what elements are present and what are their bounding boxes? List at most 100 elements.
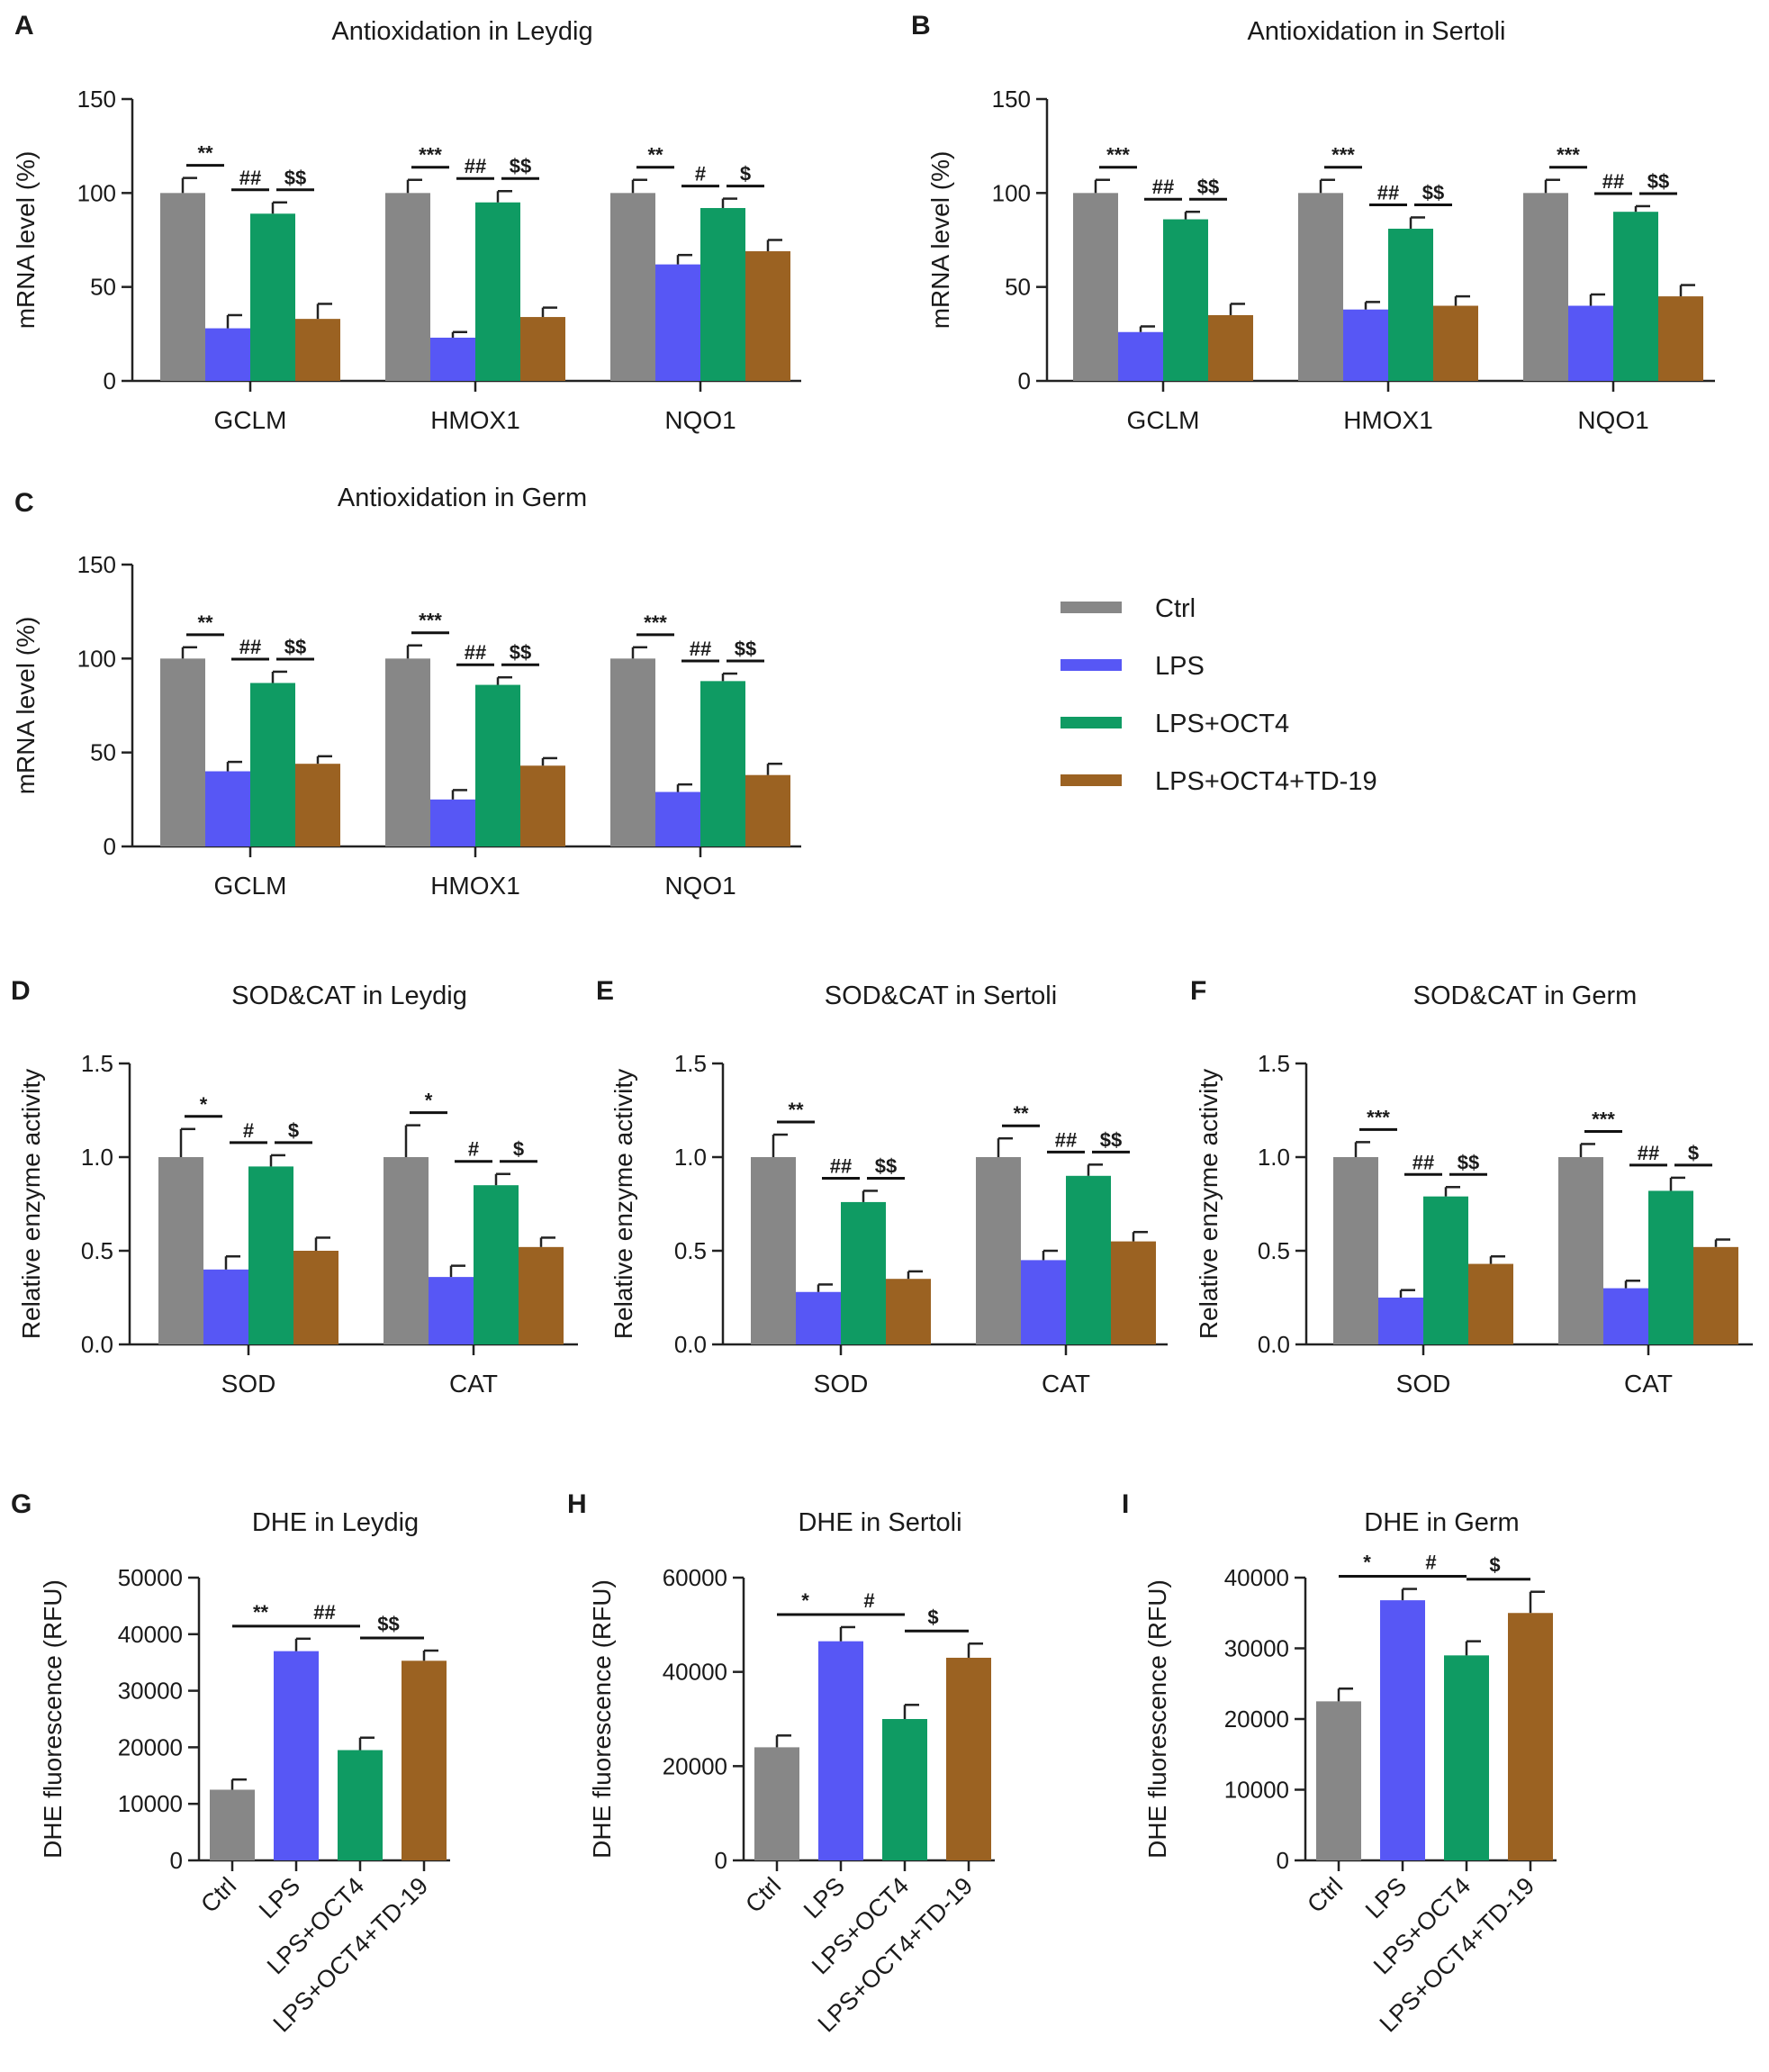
y-tick-label: 0	[715, 1847, 727, 1874]
bar-ctrl-hmox1	[385, 658, 430, 846]
y-tick-label: 0	[104, 833, 116, 860]
significance-mark: **	[647, 144, 663, 167]
bar-lps-gclm	[1118, 331, 1163, 381]
bar-lps	[818, 1641, 863, 1860]
y-tick-label: 60000	[663, 1564, 727, 1591]
bar-lps-hmox1	[430, 338, 475, 381]
panel-letter: G	[11, 1489, 32, 1519]
panel-g: G 0 10000 20000 30000 40000 50000 DHE fluoresce…	[11, 1489, 450, 2038]
significance-mark: ##	[465, 641, 486, 664]
bar-lps-nqo1	[655, 264, 700, 381]
y-tick-label: 1.0	[81, 1144, 113, 1171]
bar-td19-nqo1	[745, 251, 790, 381]
bar-lps-nqo1	[1568, 305, 1613, 381]
bar-oct4-gclm	[250, 683, 295, 846]
significance-mark: ***	[1367, 1106, 1390, 1128]
y-axis-label: mRNA level (%)	[926, 151, 954, 330]
x-tick-label: NQO1	[664, 406, 736, 434]
panel-letter: D	[11, 976, 31, 1006]
significance-mark: $	[1688, 1142, 1699, 1164]
significance-mark: **	[197, 611, 213, 634]
chart-title: DHE in Leydig	[252, 1508, 419, 1537]
panel-letter: H	[567, 1489, 587, 1519]
bar-lps-sod	[1378, 1298, 1423, 1344]
bar-ctrl-cat	[384, 1157, 429, 1344]
panel-letter: F	[1190, 976, 1206, 1006]
panel-i: I 0 10000 20000 30000 40000 DHE fluorescence (…	[1122, 1489, 1557, 2038]
significance-mark: $$	[377, 1613, 399, 1635]
significance-mark: ***	[419, 610, 442, 632]
panel-a: A 0 50 100 150 mRNA level (%) Antioxidation in…	[12, 11, 801, 434]
significance-mark: ***	[1106, 144, 1130, 167]
x-tick-label: LPS	[1360, 1872, 1412, 1923]
legend-label-td19: LPS+OCT4+TD-19	[1155, 767, 1377, 796]
bar-td19-gclm	[295, 764, 340, 846]
significance-mark: $	[740, 163, 751, 185]
y-tick-label: 40000	[118, 1621, 183, 1648]
bar-td19-cat	[1111, 1241, 1156, 1344]
bar-td19	[402, 1660, 447, 1860]
significance-mark: $$	[284, 167, 306, 189]
legend-label-oct4: LPS+OCT4	[1155, 710, 1289, 738]
significance-mark: ***	[1331, 144, 1355, 167]
bar-oct4	[882, 1719, 927, 1860]
y-axis-label: DHE fluorescence (RFU)	[39, 1579, 67, 1859]
significance-mark: *	[200, 1093, 208, 1116]
significance-mark: ##	[465, 155, 486, 177]
significance-mark: **	[197, 142, 213, 165]
significance-mark: ***	[1557, 144, 1580, 167]
y-axis-label: DHE fluorescence (RFU)	[588, 1579, 616, 1859]
x-tick-label: CAT	[1624, 1370, 1673, 1398]
chart-title: SOD&CAT in Germ	[1413, 982, 1638, 1010]
chart-title: Antioxidation in Germ	[338, 484, 587, 512]
panel-c: C 0 50 100 150 mRNA level (%) Antioxidation in…	[12, 484, 801, 900]
y-tick-label: 1.5	[1258, 1050, 1290, 1077]
bar-oct4-hmox1	[475, 202, 520, 381]
bar-td19-sod	[293, 1251, 338, 1344]
significance-mark: $$	[1422, 181, 1444, 204]
bar-oct4-nqo1	[1613, 212, 1658, 381]
significance-mark: #	[695, 163, 706, 185]
bar-td19-sod	[1468, 1263, 1513, 1344]
panel-letter: I	[1122, 1489, 1129, 1519]
bar-ctrl	[1316, 1701, 1361, 1860]
y-tick-label: 0.5	[674, 1237, 707, 1264]
y-tick-label: 0.0	[81, 1331, 113, 1358]
y-tick-label: 1.0	[674, 1144, 707, 1171]
significance-mark: ##	[239, 167, 261, 189]
bar-lps-hmox1	[430, 799, 475, 846]
significance-mark: **	[788, 1099, 804, 1121]
bar-td19-hmox1	[1433, 305, 1478, 381]
x-tick-label: CAT	[1042, 1370, 1090, 1398]
chart-title: Antioxidation in Sertoli	[1248, 17, 1506, 46]
y-tick-label: 100	[77, 645, 116, 672]
significance-mark: #	[863, 1589, 874, 1612]
bar-ctrl-cat	[976, 1157, 1021, 1344]
y-tick-label: 50	[90, 274, 116, 301]
significance-mark: $	[927, 1606, 938, 1628]
chart-title: Antioxidation in Leydig	[331, 17, 592, 46]
y-tick-label: 0.0	[1258, 1331, 1290, 1358]
bar-lps-cat	[429, 1277, 474, 1344]
x-tick-label: GCLM	[214, 406, 287, 434]
significance-mark: #	[1425, 1552, 1436, 1574]
bar-td19-gclm	[295, 319, 340, 381]
y-axis-label: Relative enzyme activity	[1195, 1069, 1223, 1339]
bar-ctrl-hmox1	[385, 193, 430, 381]
significance-mark: ***	[644, 611, 667, 634]
significance-mark: $	[288, 1119, 299, 1142]
bar-oct4-cat	[1648, 1190, 1693, 1344]
significance-mark: ##	[1412, 1151, 1434, 1173]
y-tick-label: 30000	[118, 1678, 183, 1705]
panel-d: D 0.0 0.5 1.0 1.5 Relative enzyme activity SOD…	[11, 976, 578, 1398]
bar-lps-sod	[796, 1291, 841, 1344]
significance-mark: **	[253, 1601, 269, 1624]
bar-ctrl-sod	[751, 1157, 796, 1344]
bar-ctrl-nqo1	[610, 193, 655, 381]
y-tick-label: 1.5	[674, 1050, 707, 1077]
bar-oct4-sod	[1423, 1196, 1468, 1344]
bar-ctrl-cat	[1558, 1157, 1603, 1344]
bar-oct4-sod	[248, 1166, 293, 1344]
bar-oct4-sod	[841, 1201, 886, 1344]
x-tick-label: GCLM	[214, 872, 287, 900]
